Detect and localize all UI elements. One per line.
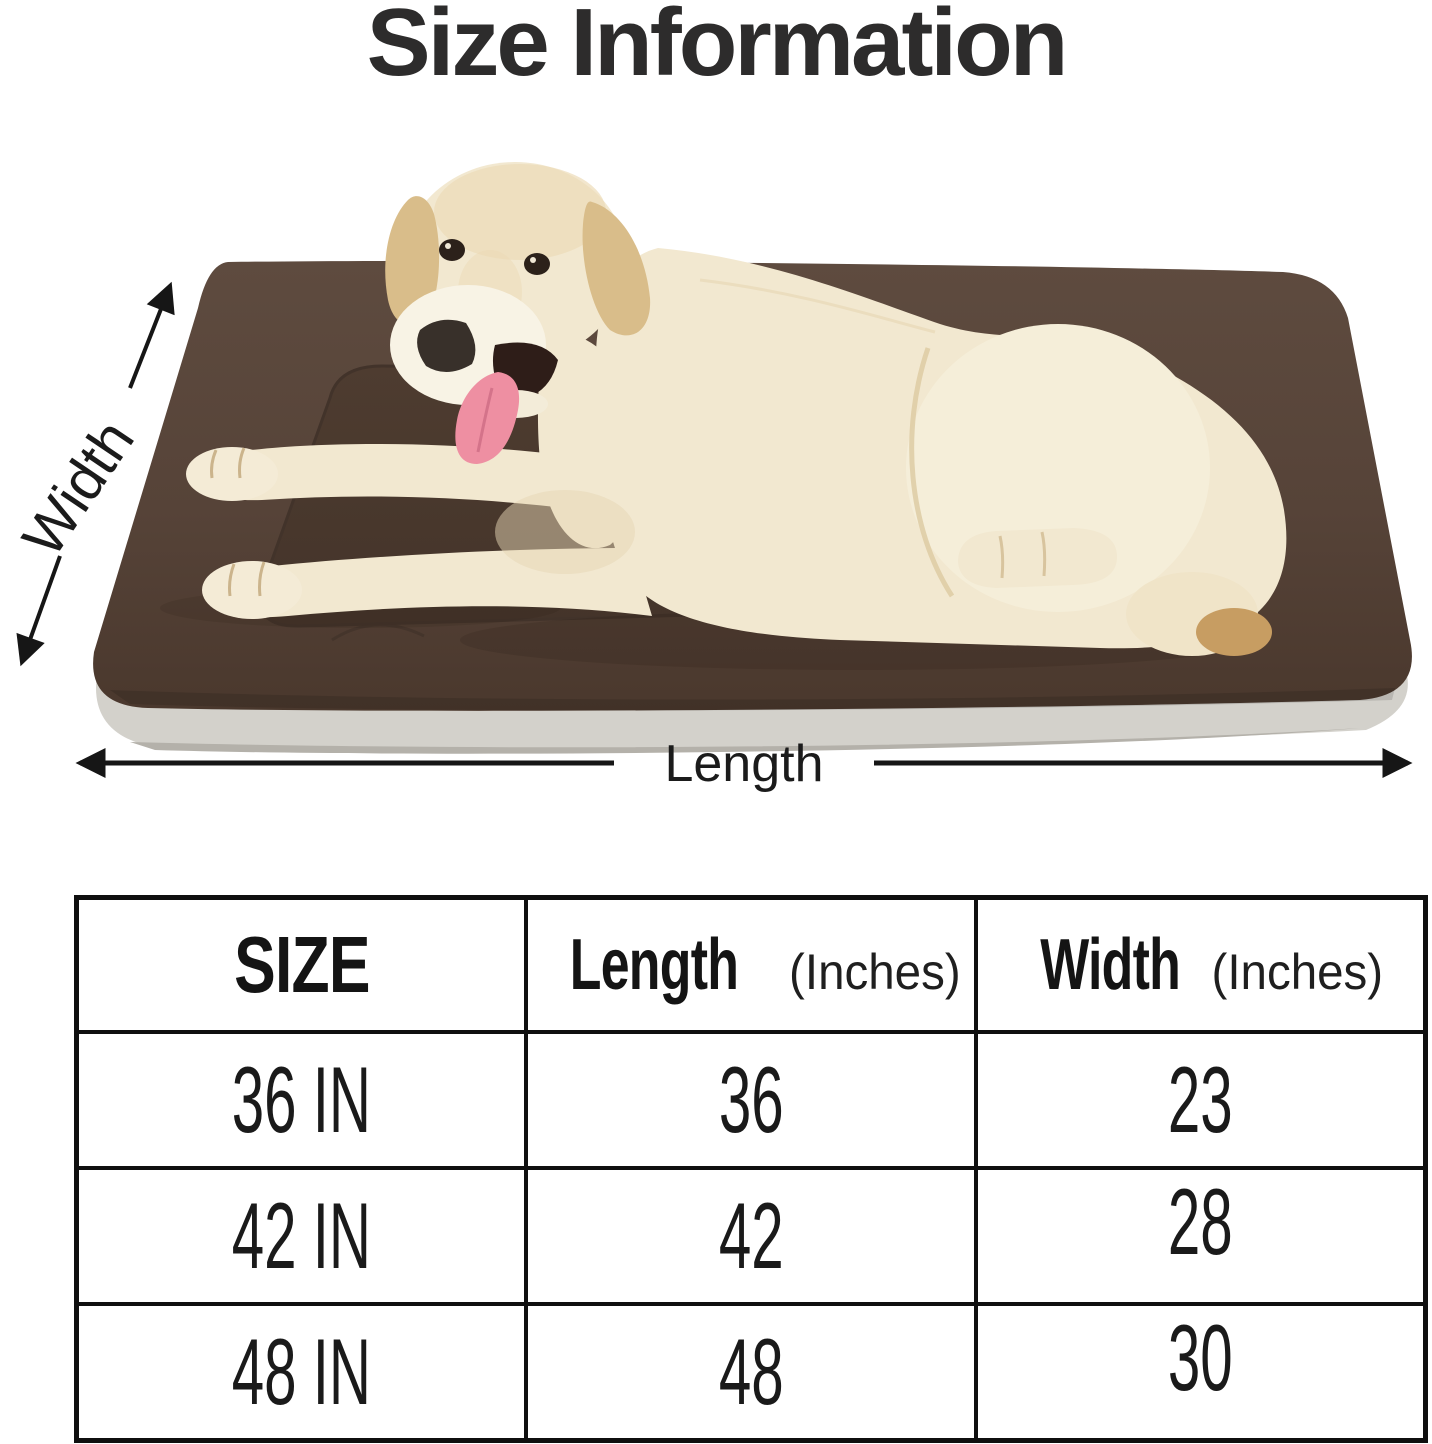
dog-illustration [160,162,1287,670]
width-header-unit: (Inches) [1211,944,1384,1000]
dog-front-paw-upper [186,447,278,501]
size-column-header: SIZE [74,895,529,1034]
length-cell: 42 [524,1166,978,1306]
dog-left-eye-glint [445,243,451,249]
length-cell: 36 [524,1030,978,1170]
table-row: 48 IN 48 30 [74,1302,1428,1443]
dog-front-toes-upper [210,447,246,479]
size-cell: 42 IN [74,1166,529,1306]
size-table: SIZE Length (Inches) Width (Inches) 36 IN… [74,895,1428,1443]
dog-thigh-crease [909,347,955,598]
dog-chest-shade [495,490,635,574]
table-row: 42 IN 42 28 [74,1166,1428,1306]
dog-tail-tip [1196,608,1272,656]
size-diagram: Width Length [10,162,1413,793]
dog-front-paw-lower [202,561,302,619]
bed-underside-shadow [130,728,1360,754]
dog-hind-toes [998,531,1047,579]
dog-left-eye [439,239,465,261]
width-column-header: Width (Inches) [973,895,1428,1034]
dog-front-leg-upper [201,444,610,514]
length-column-header: Length (Inches) [524,895,978,1034]
dog-back-fur [699,278,936,334]
width-cell: 28 [973,1166,1428,1306]
size-table-header-row: SIZE Length (Inches) Width (Inches) [74,895,1428,1034]
dog-right-ear [582,201,651,336]
length-label: Length [664,735,823,793]
length-cell: 48 [524,1302,978,1443]
dog-nose [417,319,476,373]
width-cell: 30 [973,1302,1428,1443]
length-header-unit: (Inches) [775,944,961,1000]
dog-right-eye-glint [530,257,536,263]
dog-hind-paw [958,528,1118,588]
size-cell: 48 IN [74,1302,529,1443]
width-header-label: Width [1040,925,1181,1005]
width-cell: 23 [973,1030,1428,1170]
width-arrow-upper [128,281,175,389]
length-header-label: Length [569,925,739,1005]
size-header-label: SIZE [233,920,370,1009]
size-cell: 36 IN [74,1030,529,1170]
bed-handle-stitch [331,623,425,642]
dog-front-toes-lower [228,561,266,597]
dog-left-ear [385,196,440,326]
dog-tongue [455,372,520,464]
dog-tongue-crease [476,387,494,453]
dog-right-eye [524,253,550,275]
bed-bottom-shade [110,688,1395,711]
page-title: Size Information [366,0,1069,96]
dog-forehead [434,164,606,260]
length-arrow-group: Length [75,735,1413,793]
width-label: Width [10,409,147,568]
width-arrow-lower [16,555,62,667]
table-row: 36 IN 36 23 [74,1030,1428,1170]
